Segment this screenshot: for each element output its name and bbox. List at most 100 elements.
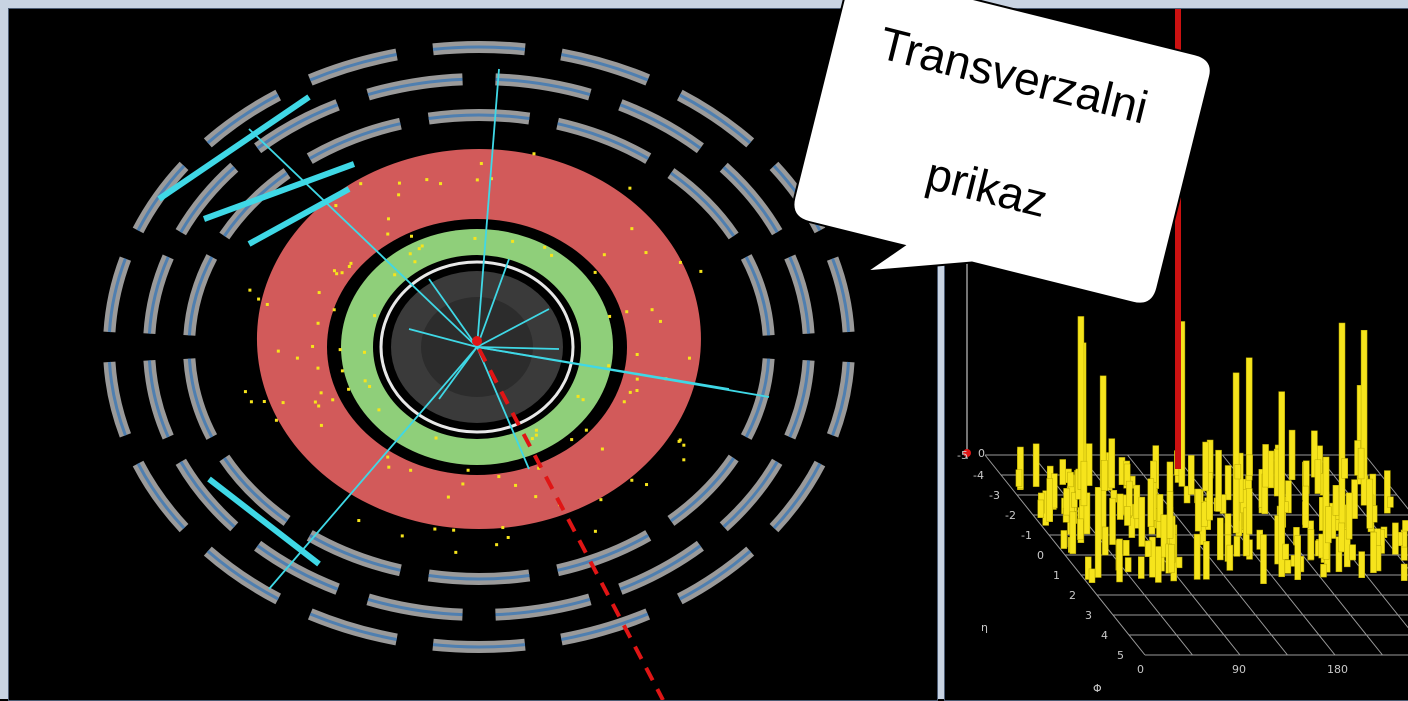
hit	[511, 240, 514, 243]
phi-ticks: 090180270360	[1137, 663, 1408, 676]
hit	[334, 204, 337, 207]
hit	[363, 351, 366, 354]
energy-tower	[1138, 557, 1144, 579]
phi-tick: 0	[1137, 663, 1144, 676]
energy-tower	[1070, 512, 1076, 554]
hit	[651, 308, 654, 311]
hit	[532, 152, 535, 155]
energy-tower	[1124, 506, 1130, 525]
energy-tower	[1333, 485, 1339, 515]
hit	[320, 391, 323, 394]
hit	[413, 260, 416, 263]
muon-chamber	[310, 535, 401, 570]
hit	[629, 391, 632, 394]
hit	[387, 466, 390, 469]
hit	[318, 291, 321, 294]
hit	[433, 528, 436, 531]
energy-tower	[1167, 492, 1173, 539]
hit	[599, 498, 602, 501]
energy-tower	[1325, 507, 1331, 543]
energy-tower	[1225, 514, 1231, 535]
hit	[393, 273, 396, 276]
hit	[623, 400, 626, 403]
phi-tick: 90	[1232, 663, 1246, 676]
hit	[659, 320, 662, 323]
energy-tower	[1148, 479, 1154, 527]
hit	[452, 529, 455, 532]
hit	[364, 379, 367, 382]
eta-label: η	[981, 621, 988, 634]
energy-tower	[1188, 455, 1194, 494]
hit	[398, 182, 401, 185]
hit	[531, 437, 534, 440]
missing-et-tower	[1175, 9, 1181, 469]
energy-tower	[1261, 535, 1267, 584]
energy-tower	[1155, 547, 1161, 583]
hit	[317, 322, 320, 325]
muon-chamber	[189, 359, 211, 437]
energy-tower	[1346, 493, 1352, 539]
energy-tower	[1110, 498, 1116, 544]
hit	[266, 303, 269, 306]
transverse-view-panel[interactable]	[8, 8, 938, 701]
hit	[543, 246, 546, 249]
hit	[347, 388, 350, 391]
hit	[608, 315, 611, 318]
hit	[409, 469, 412, 472]
hit	[679, 261, 682, 264]
muon-chamber	[149, 360, 168, 437]
hit	[373, 314, 376, 317]
hit	[636, 353, 639, 356]
energy-tower	[1064, 488, 1070, 515]
energy-tower	[1047, 478, 1053, 521]
hit	[535, 429, 538, 432]
energy-tower	[1168, 544, 1174, 572]
energy-tower	[1101, 460, 1107, 490]
muon-chamber	[724, 167, 777, 232]
hit	[577, 395, 580, 398]
energy-tower	[1352, 480, 1358, 519]
hit	[550, 254, 553, 257]
hit	[282, 401, 285, 404]
hit	[461, 482, 464, 485]
hit	[275, 419, 278, 422]
energy-tower	[1061, 530, 1067, 548]
hit	[277, 350, 280, 353]
energy-tower	[1387, 497, 1393, 508]
muon-chamber	[149, 257, 168, 334]
hit	[386, 456, 389, 459]
hit	[331, 398, 334, 401]
energy-tower	[1303, 486, 1309, 528]
energy-tower	[1235, 464, 1241, 479]
eta-tick: -4	[973, 469, 984, 482]
energy-tower	[1350, 545, 1356, 560]
hit	[341, 271, 344, 274]
energy-tower	[1195, 489, 1201, 531]
hit	[314, 401, 317, 404]
energy-tower	[1263, 444, 1269, 487]
hit	[296, 357, 299, 360]
hit	[473, 237, 476, 240]
hit	[682, 458, 685, 461]
energy-tower	[1392, 523, 1398, 554]
energy-towers	[1016, 316, 1408, 583]
muon-chamber	[746, 257, 768, 335]
energy-tower	[1308, 529, 1314, 559]
eta-tick: 2	[1069, 589, 1076, 602]
energy-tower	[1095, 487, 1101, 577]
hit	[688, 357, 691, 360]
hit	[630, 479, 633, 482]
eta-tick: 1	[1053, 569, 1060, 582]
muon-chamber	[558, 535, 649, 570]
muon-chamber	[258, 546, 338, 589]
hit	[248, 289, 251, 292]
energy-tower	[1289, 430, 1295, 480]
hit	[339, 348, 342, 351]
energy-tower	[1342, 458, 1348, 478]
hit	[377, 408, 380, 411]
hit	[635, 389, 638, 392]
hit	[480, 162, 483, 165]
hit	[594, 530, 597, 533]
hit	[507, 536, 510, 539]
